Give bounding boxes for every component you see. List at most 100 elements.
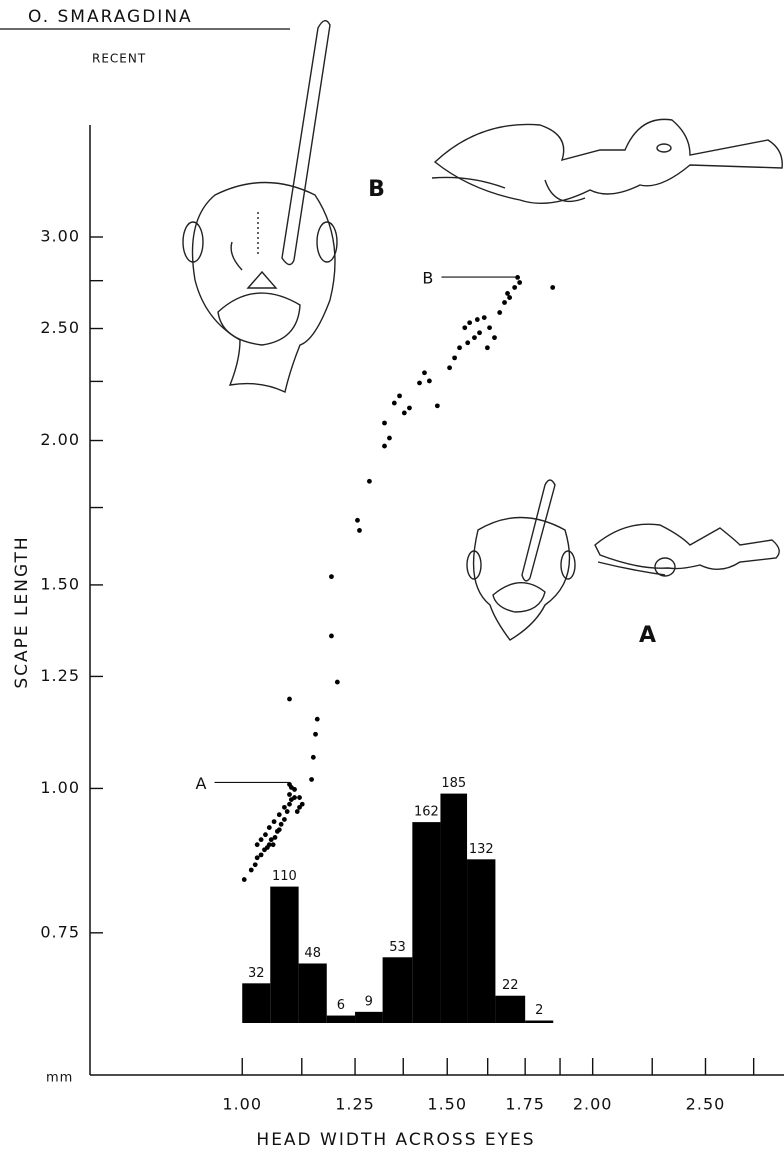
scatter-point	[462, 325, 468, 331]
y-tick-label: 3.00	[40, 227, 80, 246]
histogram-count: 6	[337, 998, 345, 1013]
scatter-point	[248, 867, 254, 873]
histogram-bar	[412, 822, 441, 1023]
figure-label: B	[368, 177, 386, 202]
scatter-point	[310, 754, 316, 760]
histogram-bar	[326, 1015, 356, 1023]
scatter-point	[467, 320, 473, 326]
subtitle: RECENT	[92, 52, 146, 66]
scatter-point	[417, 380, 422, 386]
scatter-point	[292, 787, 297, 792]
x-tick-label: 1.75	[505, 1095, 545, 1114]
scatter-point	[517, 280, 523, 285]
figure-label: A	[639, 623, 657, 648]
scatter-point	[297, 804, 302, 810]
scatter-point	[292, 795, 297, 800]
scatter-point	[550, 285, 556, 290]
scatter-point	[284, 809, 290, 814]
x-tick-label: 1.50	[427, 1095, 467, 1114]
scatter-point	[313, 731, 318, 737]
scatter-point	[367, 478, 372, 484]
scatter-point	[472, 335, 477, 341]
scatter-point	[282, 817, 287, 822]
scatter-point	[334, 679, 340, 685]
y-tick-label: 2.50	[40, 318, 80, 337]
scatter-point	[447, 365, 452, 371]
scatter-point	[515, 275, 520, 280]
scatter-point	[299, 801, 305, 807]
x-axis-label: HEAD WIDTH ACROSS EYES	[256, 1130, 535, 1150]
scatter-point	[297, 795, 302, 800]
scatter-point	[263, 832, 268, 838]
y-tick-label: 2.00	[40, 430, 80, 449]
histogram-bar	[355, 1011, 383, 1023]
scatter-point	[407, 405, 412, 411]
x-tick-label: 1.00	[222, 1095, 262, 1114]
scatter-point	[276, 812, 282, 818]
scatter-point	[287, 801, 292, 807]
x-tick-label: 1.25	[335, 1095, 375, 1114]
histogram-count: 9	[365, 994, 373, 1009]
ant-body-b	[431, 118, 783, 205]
scatter-point	[382, 443, 387, 449]
scatter-point	[502, 300, 507, 305]
scatter-point	[266, 842, 272, 848]
scatter-point	[477, 330, 482, 336]
y-axis-label: SCAPE LENGTH	[12, 535, 32, 688]
scatter-point	[287, 792, 292, 797]
scatter-point	[272, 835, 278, 840]
scatter-point	[481, 315, 487, 320]
scatter-point	[357, 528, 362, 533]
scatter-point	[294, 809, 300, 814]
scatter-point	[252, 862, 258, 868]
scatter-point	[497, 310, 503, 315]
scatter-point	[241, 877, 247, 882]
chart-title: O. SMARAGDINA	[28, 7, 193, 27]
scatter-point	[391, 400, 397, 406]
scatter-point	[254, 855, 260, 861]
histogram-count: 110	[272, 869, 297, 884]
scatter-point	[329, 574, 334, 580]
scatter-point	[452, 355, 457, 361]
scatter-point	[387, 435, 392, 441]
scatter-point	[426, 378, 432, 384]
histogram-count: 32	[248, 966, 265, 981]
scatter-point	[329, 633, 334, 639]
y-tick-label: 0.75	[40, 922, 80, 941]
y-tick-label: 1.50	[40, 574, 80, 593]
histogram-count: 2	[535, 1003, 543, 1018]
histogram-bar	[298, 963, 327, 1023]
scatter-point	[266, 825, 272, 830]
scatter-point	[397, 393, 402, 399]
histogram-bar	[495, 995, 526, 1023]
scatter-point	[382, 420, 387, 426]
y-tick-label: 1.25	[40, 666, 80, 685]
x-tick-label: 2.00	[573, 1095, 613, 1114]
ant-drawing-a	[466, 479, 576, 641]
scatter-point	[282, 804, 287, 810]
scatter-point	[474, 317, 480, 322]
scatter-point	[434, 403, 440, 409]
histogram-bar	[467, 859, 496, 1023]
scatter-point	[254, 842, 260, 848]
y-unit: mm	[46, 1071, 73, 1086]
scatter-point	[492, 335, 497, 341]
scatter-point	[314, 716, 320, 722]
histogram-bar	[440, 793, 468, 1023]
histogram-count: 132	[469, 842, 494, 857]
scatter-point	[309, 777, 314, 782]
scatter-point	[457, 345, 462, 351]
histogram-count: 162	[414, 805, 439, 820]
scatter-point	[276, 827, 282, 833]
ant-body-a	[594, 523, 780, 577]
histogram-bar	[242, 983, 271, 1023]
ant-drawing-b	[182, 20, 338, 394]
histogram-bar	[270, 886, 299, 1023]
scatter-point	[271, 819, 277, 825]
x-tick-label: 2.50	[686, 1095, 726, 1114]
scatter-point	[505, 291, 510, 296]
scatter-point	[401, 410, 407, 416]
scatter-point	[287, 696, 292, 702]
histogram-bar	[525, 1020, 554, 1023]
histogram-count: 48	[304, 946, 321, 961]
